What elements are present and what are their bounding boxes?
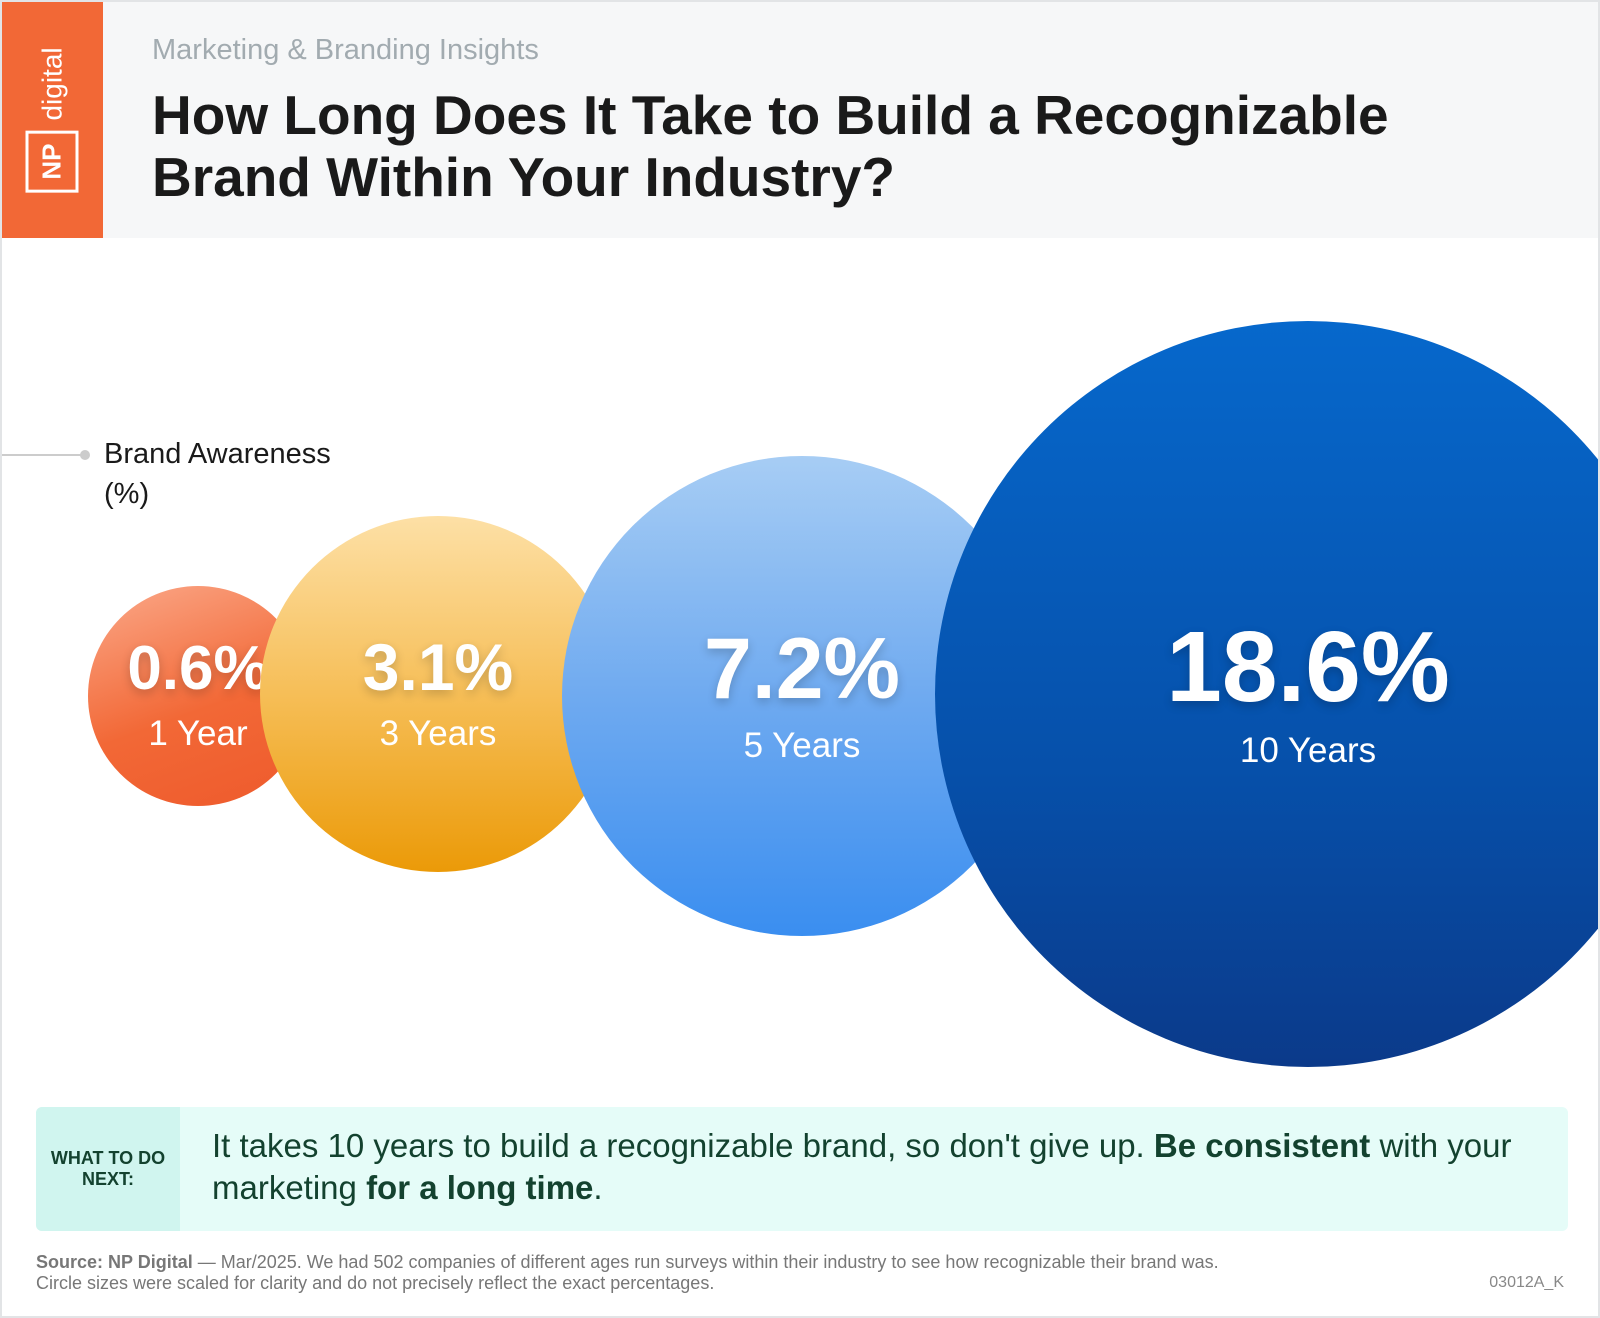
subtitle: Marketing & Branding Insights [152, 34, 539, 66]
callout-text: It takes 10 years to build a recognizabl… [212, 1125, 1552, 1209]
header: NP digital Marketing & Branding Insights … [2, 2, 1598, 238]
np-digital-logo: NP digital [2, 2, 103, 238]
bubble-3-years: 3.1% 3 Years [260, 516, 616, 872]
what-to-do-next-callout: WHAT TO DO NEXT: It takes 10 years to bu… [36, 1107, 1568, 1231]
source-text: — Mar/2025. We had 502 companies of diff… [192, 1252, 1219, 1272]
page-title: How Long Does It Take to Build a Recogni… [152, 84, 1389, 208]
scale-note: Circle sizes were scaled for clarity and… [36, 1273, 715, 1293]
bubble-value: 18.6% [1166, 611, 1450, 723]
bubble-category: 5 Years [743, 726, 861, 765]
legend-dot [80, 450, 90, 460]
source-label: Source: NP Digital [36, 1252, 193, 1272]
callout-text-1: It takes 10 years to build a recognizabl… [212, 1127, 1154, 1164]
callout-label: WHAT TO DO NEXT: [36, 1107, 180, 1231]
callout-bold-1: Be consistent [1153, 1127, 1371, 1164]
callout-bold-2: for a long time [366, 1169, 594, 1206]
bubble-value: 7.2% [703, 621, 901, 717]
legend-label: Brand Awareness (%) [104, 438, 331, 510]
bubble-value: 0.6% [127, 634, 269, 703]
bubble-category: 3 Years [379, 714, 497, 753]
bubble-category: 1 Year [148, 714, 248, 753]
chart-code: 03012A_K [1489, 1274, 1564, 1291]
logo-digital: digital [36, 47, 67, 121]
bubble-value: 3.1% [362, 630, 514, 704]
bubble-category: 10 Years [1239, 731, 1377, 770]
logo-np: NP [25, 130, 79, 193]
callout-text-2: with your marketing [212, 1127, 1512, 1206]
source-note: Source: NP Digital — Mar/2025. We had 50… [36, 1252, 1436, 1294]
callout-text-3: . [593, 1169, 603, 1206]
legend-line [2, 454, 84, 456]
bubble-10-years: 18.6% 10 Years [935, 321, 1598, 1067]
